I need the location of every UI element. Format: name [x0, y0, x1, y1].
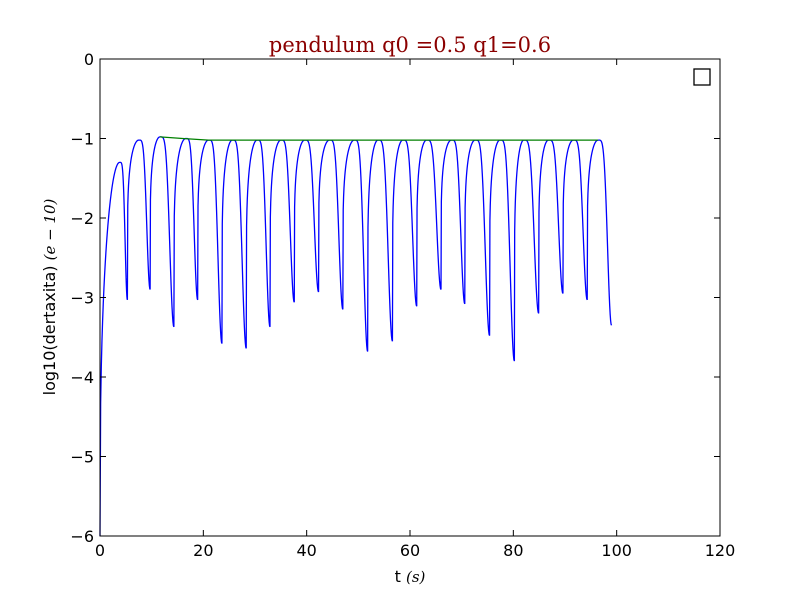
- plot-area: [100, 59, 720, 536]
- x-axis-label-unit: (s): [406, 568, 426, 586]
- y-tick-label: −1: [70, 130, 94, 149]
- y-tick-label: −4: [70, 368, 94, 387]
- x-tick-label: 80: [503, 541, 523, 560]
- x-tick-label: 20: [193, 541, 213, 560]
- x-tick-label: 100: [601, 541, 632, 560]
- x-tick-label: 40: [296, 541, 316, 560]
- legend-box: [694, 69, 710, 85]
- x-axis-label-text: t: [395, 567, 401, 586]
- y-axis-label-unit: (e − 10): [41, 198, 59, 260]
- y-axis-label-text: log10(dertaxita): [40, 265, 59, 395]
- chart-title: pendulum q0 =0.5 q1=0.6: [269, 33, 551, 57]
- x-tick-label: 120: [705, 541, 736, 560]
- y-tick-label: −2: [70, 209, 94, 228]
- y-tick-label: −6: [70, 527, 94, 546]
- x-tick-label: 60: [400, 541, 420, 560]
- y-axis-label: log10(dertaxita) (e − 10): [40, 198, 59, 395]
- x-axis-label: t (s): [395, 567, 426, 586]
- y-tick-label: −5: [70, 448, 94, 467]
- y-tick-label: −3: [70, 289, 94, 308]
- x-tick-label: 0: [95, 541, 105, 560]
- y-tick-label: 0: [84, 50, 94, 69]
